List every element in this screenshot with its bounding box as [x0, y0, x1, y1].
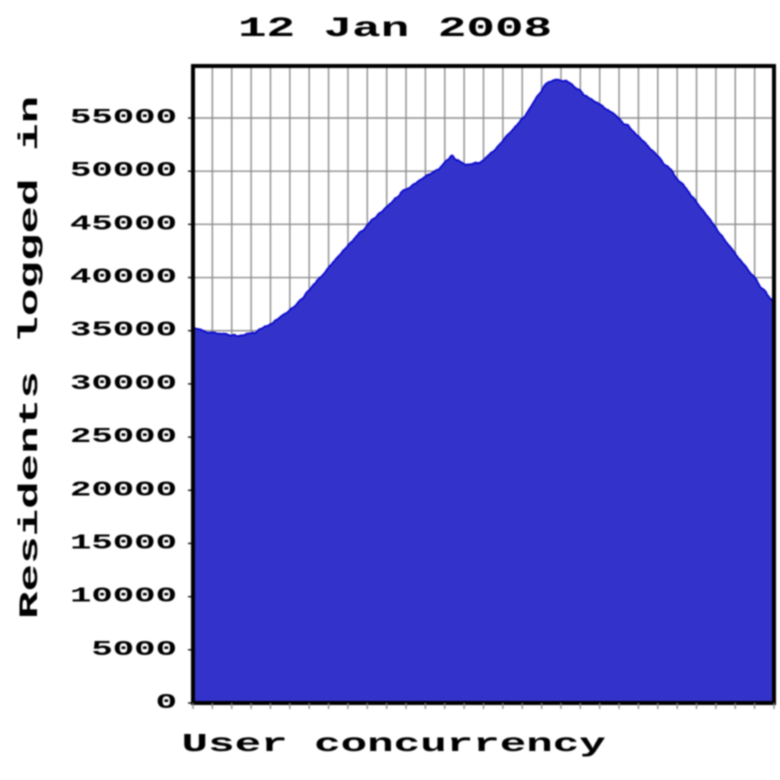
svg-text:5000: 5000 [91, 638, 177, 662]
svg-text:15000: 15000 [70, 531, 177, 555]
svg-text:20000: 20000 [70, 478, 177, 502]
svg-text:25000: 25000 [70, 425, 177, 449]
svg-text:Residents logged in: Residents logged in [15, 96, 45, 619]
svg-text:55000: 55000 [70, 106, 177, 130]
svg-text:50000: 50000 [70, 159, 177, 183]
svg-text:35000: 35000 [70, 319, 177, 343]
svg-text:12 Jan 2008: 12 Jan 2008 [238, 12, 552, 44]
svg-text:User concurrency: User concurrency [182, 729, 607, 758]
svg-text:30000: 30000 [70, 372, 177, 396]
svg-text:0: 0 [156, 691, 177, 715]
svg-text:45000: 45000 [70, 212, 177, 236]
svg-text:10000: 10000 [70, 584, 177, 608]
svg-text:40000: 40000 [70, 265, 177, 289]
